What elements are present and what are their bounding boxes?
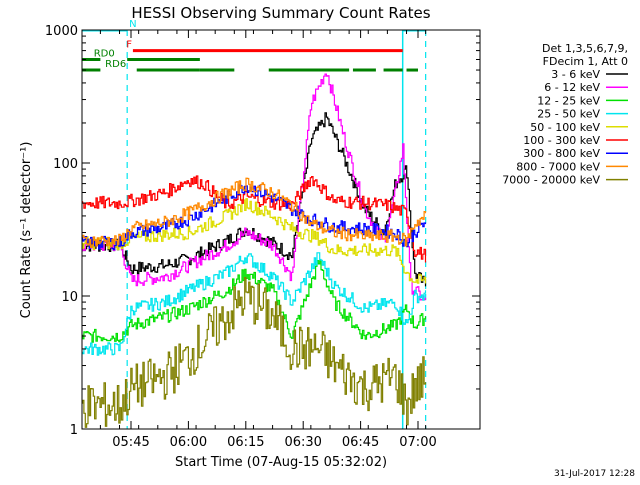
y-tick-label: 1000 bbox=[45, 24, 78, 39]
series-line-2 bbox=[82, 260, 427, 343]
legend-entry-label: 12 - 25 keV bbox=[537, 94, 600, 107]
series-line-4 bbox=[82, 198, 427, 284]
series-line-3 bbox=[82, 252, 427, 356]
x-tick-label: 07:00 bbox=[399, 435, 436, 450]
series-line-8 bbox=[82, 277, 427, 428]
legend-entry-label: 50 - 100 keV bbox=[530, 121, 600, 134]
chart-title: HESSI Observing Summary Count Rates bbox=[131, 4, 430, 22]
legend-entry-label: 3 - 6 keV bbox=[551, 68, 600, 81]
x-axis-label: Start Time (07-Aug-15 05:32:02) bbox=[175, 455, 387, 470]
status-bar-label: RD0 bbox=[94, 49, 115, 60]
x-tick-label: 06:30 bbox=[284, 435, 321, 450]
y-tick-label: 100 bbox=[53, 157, 78, 172]
series-line-5 bbox=[82, 175, 427, 263]
footer-timestamp: 31-Jul-2017 12:28 bbox=[554, 469, 635, 479]
x-tick-label: 05:45 bbox=[112, 435, 149, 450]
legend-entry-label: 6 - 12 keV bbox=[544, 81, 600, 94]
x-tick-label: 06:00 bbox=[170, 435, 207, 450]
x-tick-label: 06:45 bbox=[342, 435, 379, 450]
legend-entry-label: 300 - 800 keV bbox=[523, 147, 600, 160]
legend-entry-label: 7000 - 20000 keV bbox=[502, 174, 600, 187]
status-bar-label: RD6 bbox=[105, 59, 126, 70]
y-tick-label: 10 bbox=[61, 290, 78, 305]
x-tick-label: 06:15 bbox=[227, 435, 264, 450]
plot-frame bbox=[81, 29, 481, 430]
status-bar-label: N bbox=[129, 19, 136, 30]
legend-header: Det 1,3,5,6,7,9, bbox=[542, 42, 628, 55]
y-axis-label: Count Rate (s⁻¹ detector⁻¹) bbox=[19, 142, 34, 319]
legend-entry-label: 25 - 50 keV bbox=[537, 108, 600, 121]
legend-header: FDecim 1, Att 0 bbox=[543, 55, 628, 68]
series-line-1 bbox=[82, 73, 427, 301]
legend-entry-label: 100 - 300 keV bbox=[523, 134, 600, 147]
series-line-7 bbox=[82, 177, 427, 248]
legend: Det 1,3,5,6,7,9,FDecim 1, Att 03 - 6 keV… bbox=[502, 42, 628, 187]
y-tick-label: 1 bbox=[70, 423, 78, 438]
legend-entry-label: 800 - 7000 keV bbox=[516, 160, 600, 173]
status-bar-label: F bbox=[126, 40, 132, 51]
